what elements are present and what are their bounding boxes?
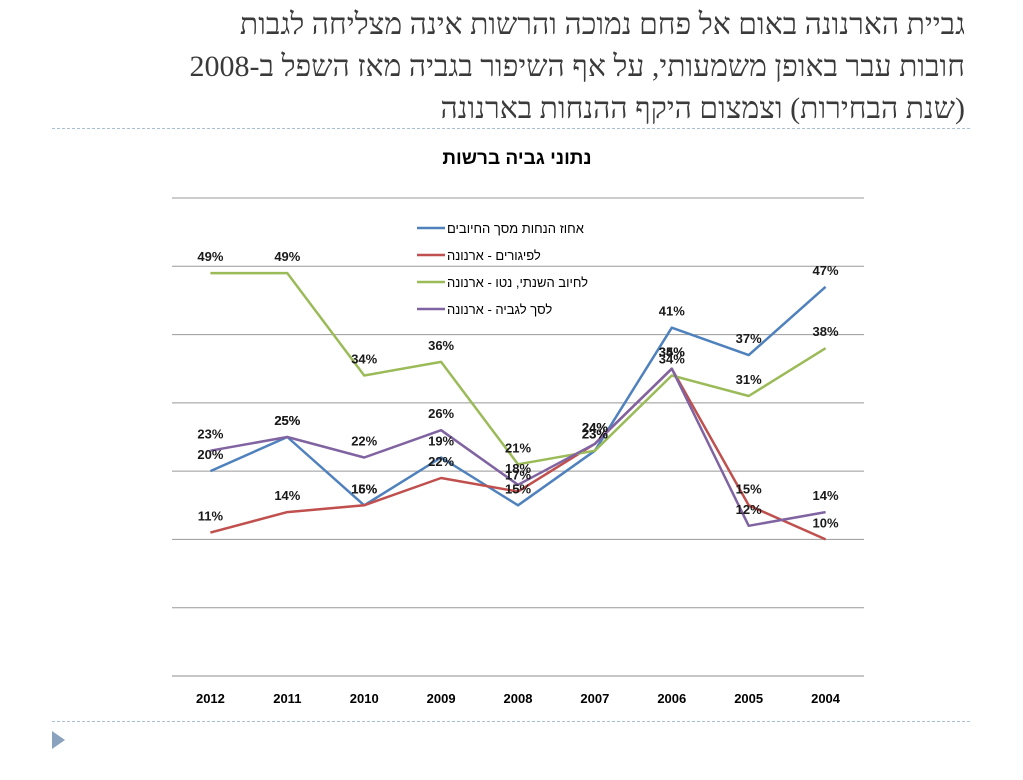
series-line — [210, 367, 827, 541]
data-label: 21% — [505, 440, 531, 455]
x-tick-label: 2005 — [734, 691, 763, 706]
data-label: 14% — [813, 488, 839, 503]
series-line — [209, 285, 827, 507]
data-label: 14% — [274, 488, 300, 503]
legend-label: אחוז הנחות מסך החיובים — [447, 221, 584, 236]
slide-title: גביית הארנונה באום אל פחם נמוכה והרשות א… — [40, 4, 966, 130]
data-label: 24% — [582, 420, 608, 435]
data-label: 34% — [351, 352, 377, 367]
data-label: 26% — [428, 406, 454, 421]
x-axis-ticks: 2012 2011 2010 2009 2008 2007 2006 2005 2004 — [196, 691, 841, 706]
data-label: 17% — [505, 468, 531, 483]
chart-title: נתוני גביה ברשות — [442, 148, 591, 169]
data-label: 36% — [428, 338, 454, 353]
legend: אחוז הנחות מסך החיובים לפיגורים - ארנונה ל… — [417, 221, 588, 317]
slide-title-line-2: חובות עבר באופן משמעותי, על אף השיפור בג… — [189, 50, 966, 83]
x-tick-label: 2010 — [350, 691, 379, 706]
gridlines — [172, 197, 864, 677]
data-label: 24% — [582, 420, 608, 435]
data-label: 23% — [582, 427, 608, 442]
data-label: 31% — [736, 372, 762, 387]
data-label: 20% — [197, 447, 223, 462]
data-label: 38% — [813, 324, 839, 339]
data-label: 15% — [351, 481, 377, 496]
data-label: 49% — [274, 249, 300, 264]
data-label: 23% — [582, 427, 608, 442]
data-label: 25% — [274, 413, 300, 428]
slide-title-line-1: גביית הארנונה באום אל פחם נמוכה והרשות א… — [239, 8, 965, 41]
footer-divider — [52, 721, 970, 722]
legend-label: לחיוב השנתי, נטו - ארנונה — [447, 275, 588, 290]
data-label: 35% — [659, 345, 685, 360]
data-label: 22% — [428, 454, 454, 469]
series-line — [210, 271, 827, 466]
data-label: 41% — [659, 304, 685, 319]
x-tick-label: 2004 — [811, 691, 841, 706]
data-label: 37% — [736, 331, 762, 346]
x-tick-label: 2008 — [504, 691, 533, 706]
data-label: 34% — [659, 352, 685, 367]
data-label: 22% — [351, 433, 377, 448]
data-label: 49% — [197, 249, 223, 264]
legend-label: לפיגורים - ארנונה — [447, 248, 541, 263]
data-label: 25% — [274, 413, 300, 428]
data-label: 18% — [505, 461, 531, 476]
x-tick-label: 2012 — [196, 691, 225, 706]
data-label: 15% — [505, 481, 531, 496]
x-tick-label: 2009 — [427, 691, 456, 706]
data-label: 11% — [198, 509, 224, 524]
data-label: 10% — [813, 515, 839, 530]
slide-title-line-3: (שנת הבחירות) וצמצום היקף ההנחות בארנונה — [440, 92, 965, 125]
series-lines — [209, 271, 827, 541]
data-label: 12% — [736, 502, 762, 517]
play-icon[interactable] — [52, 731, 65, 749]
x-tick-label: 2011 — [273, 691, 301, 706]
data-label: 16% — [351, 481, 377, 496]
series-line — [210, 367, 826, 528]
legend-label: לסך לגביה - ארנונה — [447, 302, 552, 317]
x-tick-label: 2006 — [657, 691, 686, 706]
title-divider — [52, 128, 970, 129]
data-label: 34% — [659, 345, 685, 360]
x-tick-label: 2007 — [580, 691, 609, 706]
data-label: 47% — [813, 263, 839, 278]
data-labels: 20% 25% 15% 19% 15% 23% 41% 37% 47% 11% 14% 16% 22% 1… — [197, 249, 839, 530]
data-label: 23% — [197, 427, 223, 442]
data-label: 19% — [428, 433, 454, 448]
data-label: 15% — [736, 481, 762, 496]
